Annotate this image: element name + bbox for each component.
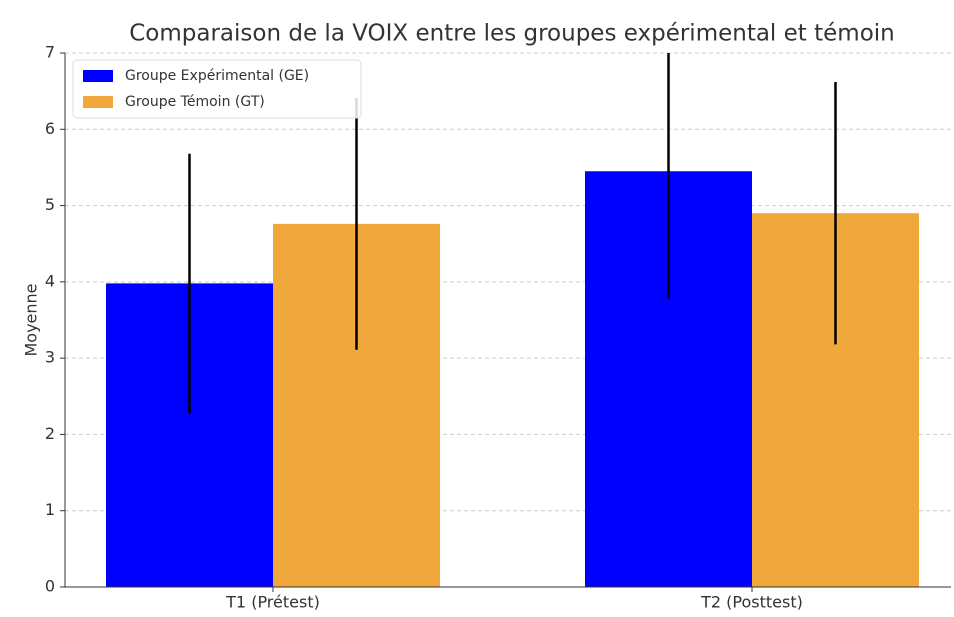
legend-box	[72, 59, 362, 119]
y-tick-label: 3	[45, 348, 55, 367]
legend-swatch	[83, 96, 113, 108]
legend-label: Groupe Témoin (GT)	[125, 94, 265, 110]
y-tick-label: 5	[45, 195, 55, 214]
chart-title: Comparaison de la VOIX entre les groupes…	[129, 21, 894, 47]
y-tick-label: 6	[45, 119, 55, 138]
legend-label: Groupe Expérimental (GE)	[125, 68, 309, 84]
y-tick-label: 7	[45, 43, 55, 62]
y-tick-label: 4	[45, 271, 55, 290]
x-tick-label: T1 (Prétest)	[225, 593, 320, 612]
plot-area	[106, 53, 919, 587]
y-tick-label: 1	[45, 500, 55, 519]
y-axis-label: Moyenne	[22, 283, 41, 356]
x-tick-label: T2 (Posttest)	[700, 593, 803, 612]
y-tick-label: 2	[45, 424, 55, 443]
y-tick-label: 0	[45, 577, 55, 596]
legend-swatch	[83, 70, 113, 82]
